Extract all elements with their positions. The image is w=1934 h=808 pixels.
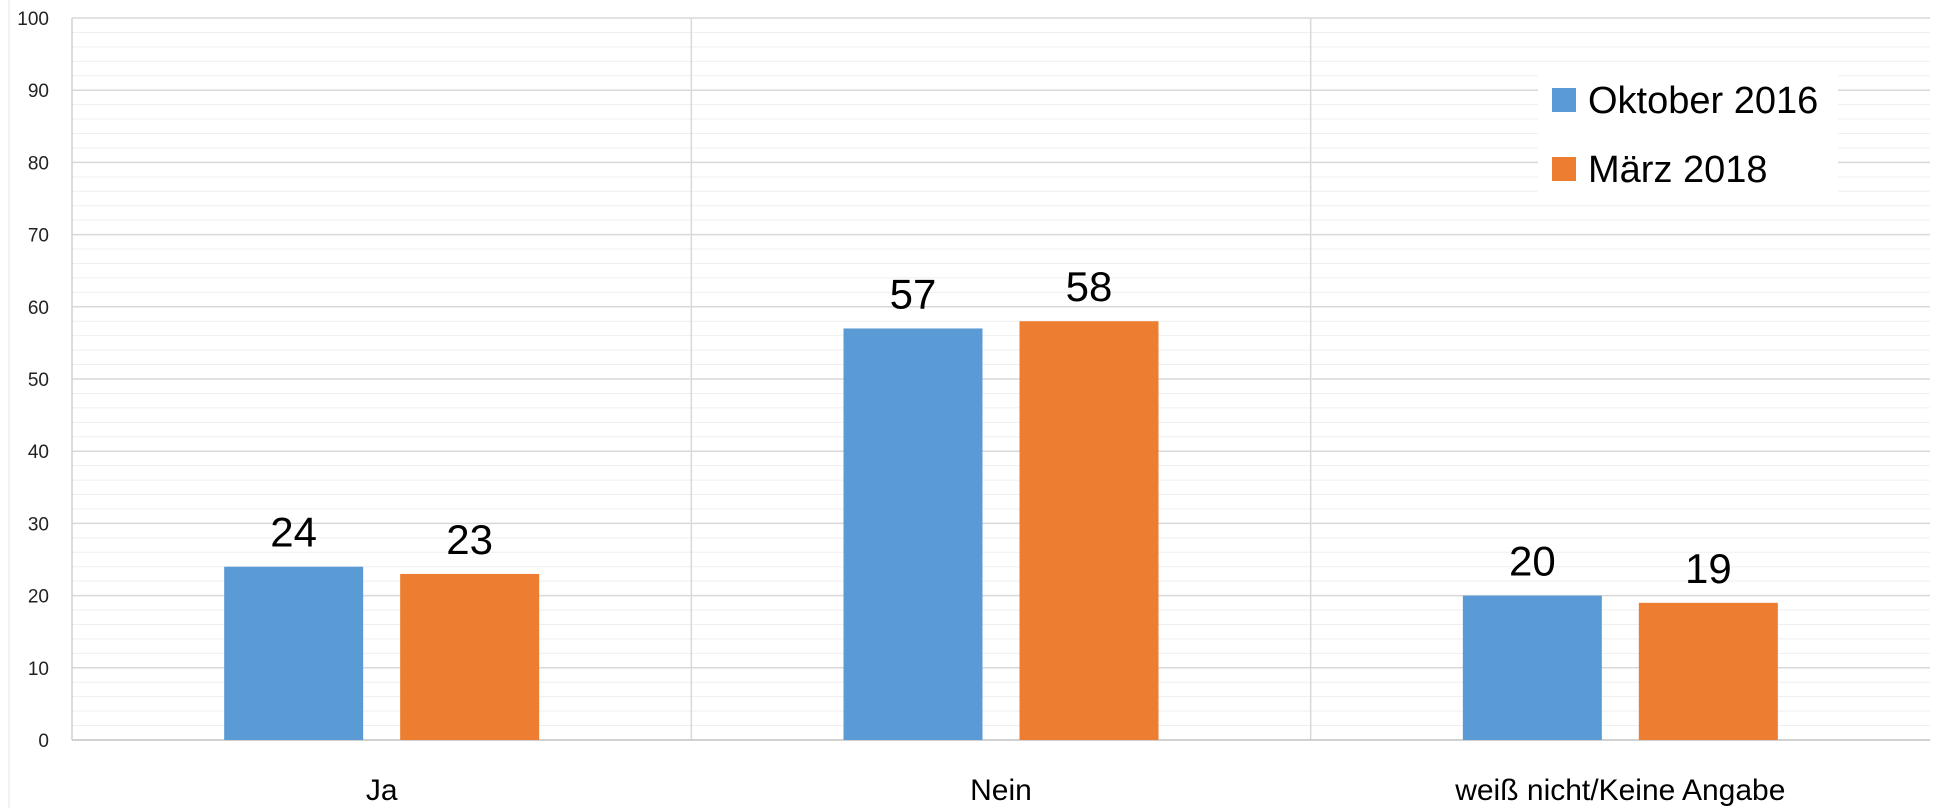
x-category-label: Ja [366, 774, 398, 807]
x-axis-category-labels: Ja Nein weiß nicht/Keine Angabe [366, 774, 1786, 807]
axes [8, 0, 1930, 808]
y-tick-label: 50 [28, 370, 49, 391]
y-tick-label: 100 [17, 9, 49, 30]
y-tick-label: 90 [28, 81, 49, 102]
data-label: 23 [446, 516, 493, 563]
x-category-label: weiß nicht/Keine Angabe [1454, 774, 1785, 807]
y-tick-label: 70 [28, 226, 49, 247]
y-tick-label: 30 [28, 514, 49, 535]
data-label: 24 [270, 509, 317, 556]
data-label: 58 [1066, 263, 1113, 310]
y-tick-label: 0 [38, 731, 49, 752]
legend-swatch-oktober-2016 [1552, 88, 1576, 112]
y-tick-label: 60 [28, 298, 49, 319]
legend-label-maerz-2018: März 2018 [1588, 149, 1768, 191]
legend-background [1538, 70, 1838, 198]
y-tick-label: 20 [28, 587, 49, 608]
data-labels: 24 23 57 58 20 19 [270, 263, 1731, 592]
legend: Oktober 2016 März 2018 [1538, 70, 1838, 198]
bar [224, 566, 364, 740]
bar [400, 573, 540, 740]
bars [224, 321, 1778, 740]
bar [1019, 321, 1159, 740]
data-label: 20 [1509, 538, 1556, 585]
data-label: 19 [1685, 545, 1732, 592]
minor-gridlines [72, 31, 1930, 727]
y-tick-label: 80 [28, 153, 49, 174]
y-axis-tick-labels: 0 10 20 30 40 50 60 70 80 90 100 [17, 9, 49, 752]
legend-label-oktober-2016: Oktober 2016 [1588, 80, 1818, 122]
legend-swatch-maerz-2018 [1552, 157, 1576, 181]
bar [1462, 595, 1602, 740]
x-category-label: Nein [970, 774, 1032, 807]
bar [1638, 602, 1778, 740]
data-label: 57 [890, 270, 937, 317]
bar [843, 328, 983, 740]
y-tick-label: 10 [28, 659, 49, 680]
y-tick-label: 40 [28, 442, 49, 463]
category-separators [690, 18, 1312, 740]
